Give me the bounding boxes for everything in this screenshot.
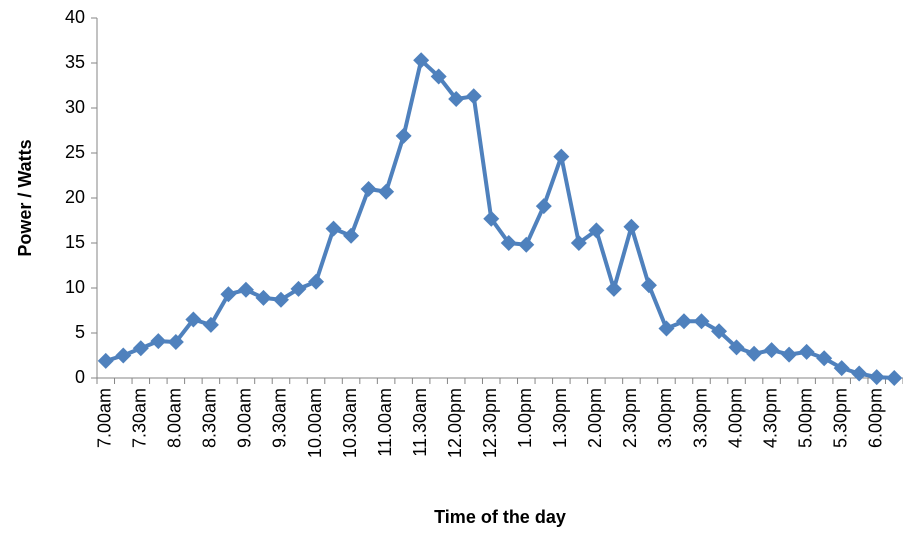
- marker: [185, 311, 202, 328]
- marker: [623, 218, 640, 235]
- x-tick-label: 9.30am: [270, 388, 290, 448]
- marker: [132, 340, 149, 357]
- marker: [746, 345, 763, 362]
- marker: [781, 346, 798, 363]
- marker: [763, 342, 780, 359]
- x-tick-label: 8.30am: [200, 388, 220, 448]
- x-tick-label: 5.00pm: [795, 388, 815, 448]
- marker: [553, 148, 570, 165]
- marker: [833, 360, 850, 377]
- marker: [483, 210, 500, 227]
- marker: [115, 347, 132, 364]
- y-tick-label: 10: [65, 277, 85, 297]
- x-tick-label: 5.30pm: [830, 388, 850, 448]
- x-tick-label: 10.30am: [340, 388, 360, 458]
- x-tick-label: 12.30pm: [480, 388, 500, 458]
- marker: [343, 227, 360, 244]
- x-tick-label: 11.00am: [375, 388, 395, 457]
- marker: [167, 334, 184, 350]
- y-axis-title: Power / Watts: [15, 139, 35, 256]
- x-tick-label: 7.30am: [130, 388, 150, 448]
- marker: [255, 289, 272, 306]
- y-tick-label: 25: [65, 142, 85, 162]
- x-tick-label: 4.00pm: [725, 388, 745, 448]
- line: [105, 58, 895, 380]
- marker: [588, 222, 605, 239]
- x-tick-label: 2.30pm: [620, 388, 640, 448]
- marker: [851, 365, 868, 382]
- x-tick-label: 8.00am: [165, 388, 185, 448]
- x-tick-label: 9.00am: [235, 388, 255, 448]
- marker: [711, 323, 728, 340]
- marker: [693, 313, 710, 330]
- marker: [448, 91, 465, 107]
- marker: [97, 352, 114, 369]
- marker: [220, 286, 237, 303]
- marker: [728, 339, 745, 356]
- marker: [395, 127, 412, 144]
- x-tick-label: 10.00am: [305, 388, 325, 458]
- marker: [413, 52, 430, 69]
- marker: [430, 68, 447, 85]
- y-tick-label: 35: [65, 52, 85, 72]
- marker: [535, 198, 552, 215]
- x-tick-label: 7.00am: [95, 388, 115, 448]
- x-tick-label: 12.00pm: [445, 388, 465, 458]
- marker: [290, 280, 307, 297]
- marker: [378, 183, 395, 200]
- marker: [816, 350, 833, 367]
- marker: [675, 313, 692, 330]
- x-tick-label: 6.00pm: [865, 388, 885, 448]
- marker: [640, 277, 657, 294]
- y-tick-label: 15: [65, 232, 85, 252]
- y-tick-label: 20: [65, 187, 85, 207]
- marker: [570, 235, 587, 251]
- marker: [518, 236, 535, 253]
- x-tick-label: 4.30pm: [760, 388, 780, 448]
- marker: [202, 316, 219, 333]
- y-tick-label: 30: [65, 97, 85, 117]
- marker: [465, 88, 482, 105]
- marker: [605, 280, 622, 297]
- marker: [150, 333, 167, 350]
- y-tick-label: 0: [75, 367, 85, 387]
- y-tick-label: 40: [65, 7, 85, 27]
- x-tick-label: 1.00pm: [515, 388, 535, 448]
- marker: [360, 181, 377, 197]
- marker: [886, 370, 903, 386]
- marker: [272, 291, 289, 308]
- marker: [500, 235, 517, 251]
- x-tick-label: 3.00pm: [655, 388, 675, 448]
- x-tick-label: 2.00pm: [585, 388, 605, 448]
- x-tick-label: 11.30am: [410, 388, 430, 457]
- x-tick-label: 3.30pm: [690, 388, 710, 448]
- marker: [868, 369, 885, 386]
- y-tick-label: 5: [75, 322, 85, 342]
- marker: [658, 320, 675, 337]
- marker: [325, 220, 342, 237]
- marker: [308, 273, 325, 290]
- x-axis-title: Time of the day: [434, 507, 566, 527]
- marker: [798, 343, 815, 360]
- marker: [237, 281, 254, 298]
- x-tick-label: 1.30pm: [550, 388, 570, 448]
